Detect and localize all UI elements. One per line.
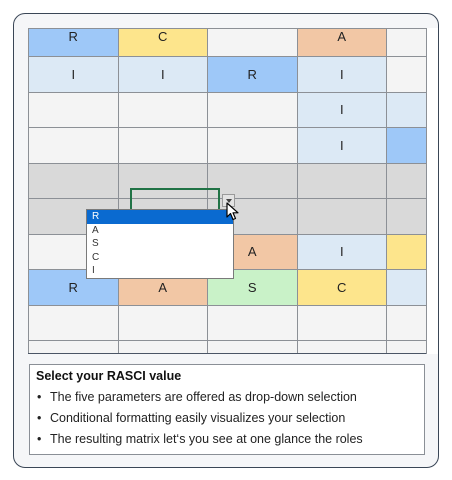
matrix-cell[interactable]: R [207, 56, 298, 93]
matrix-cell[interactable] [296, 198, 387, 235]
matrix-cell[interactable] [28, 162, 119, 199]
matrix-cell[interactable] [207, 162, 298, 199]
matrix-cell[interactable] [386, 28, 427, 57]
matrix-cell[interactable] [207, 127, 298, 164]
matrix-cell[interactable] [28, 340, 119, 354]
matrix-cell[interactable] [117, 304, 208, 341]
matrix-cell[interactable] [386, 269, 427, 306]
matrix-cell[interactable]: I [117, 56, 208, 93]
rasci-dropdown-list[interactable]: R A S C I [86, 209, 234, 279]
matrix-cell[interactable] [386, 56, 427, 93]
matrix-cell[interactable] [28, 127, 119, 164]
matrix-cell[interactable] [28, 91, 119, 128]
matrix-cell[interactable]: S [207, 269, 298, 306]
matrix-row [28, 304, 427, 341]
matrix-cell[interactable] [386, 91, 427, 128]
matrix-cell[interactable] [386, 233, 427, 270]
matrix-cell[interactable] [207, 304, 298, 341]
matrix-cell[interactable]: I [296, 91, 387, 128]
matrix-cell[interactable]: I [296, 56, 387, 93]
matrix-cell[interactable] [207, 28, 298, 57]
matrix-cell[interactable]: I [296, 127, 387, 164]
info-box: Select your RASCI value The five paramet… [29, 364, 425, 455]
matrix-cell[interactable]: I [28, 56, 119, 93]
matrix-cell[interactable] [386, 340, 427, 354]
matrix-row [28, 162, 427, 199]
matrix-cell[interactable]: C [117, 28, 208, 57]
matrix-cell[interactable] [296, 340, 387, 354]
matrix-row: I [28, 91, 427, 128]
matrix-row: I [28, 127, 427, 164]
dropdown-option[interactable]: R [87, 210, 233, 224]
info-bullet: The five parameters are offered as drop-… [36, 387, 418, 408]
matrix-cell[interactable] [28, 304, 119, 341]
matrix-cell[interactable] [207, 340, 298, 354]
matrix-cell[interactable]: C [296, 269, 387, 306]
matrix-cell[interactable] [386, 127, 427, 164]
matrix-cell[interactable] [296, 162, 387, 199]
divider-line [28, 353, 426, 354]
matrix-cell[interactable]: A [296, 28, 387, 57]
matrix-cell[interactable] [296, 304, 387, 341]
dropdown-option[interactable]: I [92, 265, 95, 276]
dropdown-option[interactable]: A [92, 224, 99, 236]
info-bullet: The resulting matrix let‘s you see at on… [36, 429, 418, 450]
mouse-pointer-icon [226, 202, 239, 221]
dropdown-option[interactable]: S [92, 238, 99, 249]
matrix-cell[interactable] [386, 198, 427, 235]
matrix-cell[interactable] [386, 304, 427, 341]
matrix-cell[interactable]: I [296, 233, 387, 270]
matrix-cell[interactable]: R [28, 28, 119, 57]
dropdown-option[interactable]: C [92, 251, 100, 263]
info-title: Select your RASCI value [36, 369, 182, 383]
info-bullet-list: The five parameters are offered as drop-… [36, 387, 418, 450]
matrix-cell[interactable] [207, 91, 298, 128]
matrix-cell[interactable] [386, 162, 427, 199]
matrix-cell[interactable] [117, 127, 208, 164]
matrix-cell[interactable] [117, 340, 208, 354]
matrix-cell[interactable] [117, 91, 208, 128]
matrix-row [28, 340, 427, 354]
matrix-cell[interactable] [117, 162, 208, 199]
info-bullet: Conditional formatting easily visualizes… [36, 408, 418, 429]
